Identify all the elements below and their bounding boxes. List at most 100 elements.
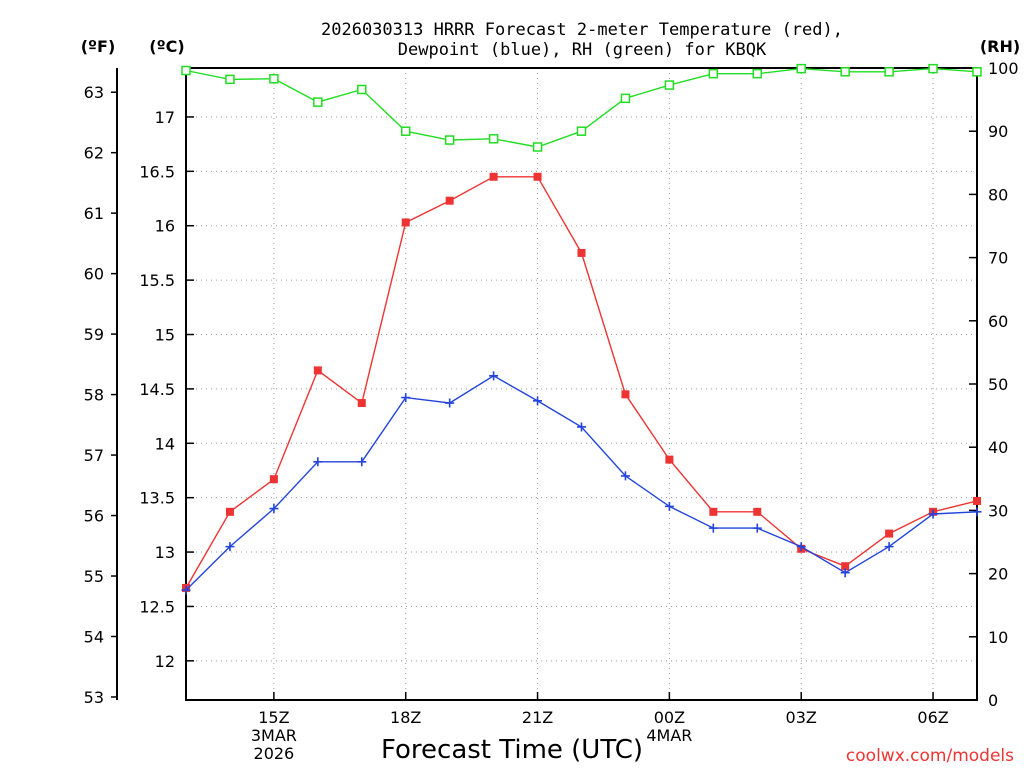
axes <box>116 67 978 701</box>
x-tick-label: 21Z <box>522 708 553 727</box>
rh-point <box>752 68 763 79</box>
temperature-point <box>401 218 410 227</box>
rh-point <box>400 126 411 136</box>
dewpoint-series <box>181 371 982 595</box>
dewpoint-point <box>664 501 674 511</box>
x-tick-sublabel: 2026 <box>254 744 295 763</box>
temperature-point <box>665 455 674 464</box>
dewpoint-point <box>181 585 191 595</box>
rh-point <box>796 63 806 74</box>
temperature-point <box>533 172 542 181</box>
x-tick-label: 18Z <box>390 708 421 727</box>
dewpoint-point <box>401 393 411 403</box>
x-tick-label: 03Z <box>786 708 817 727</box>
rh-tick-label: 40 <box>988 438 1008 457</box>
x-tick-sublabel: 3MAR <box>251 726 297 745</box>
temperature-point <box>709 507 718 516</box>
celsius-tick-label: 12.5 <box>139 597 175 616</box>
fahrenheit-tick-label: 62 <box>84 144 104 163</box>
watermark: coolwx.com/models <box>846 746 1014 766</box>
grid-lines <box>186 68 977 700</box>
rh-point <box>972 67 982 77</box>
x-tick-sublabel: 4MAR <box>646 726 692 745</box>
rh-point <box>840 67 850 77</box>
plot-frame <box>185 67 978 701</box>
rh-point <box>620 93 631 104</box>
rh-point <box>444 135 455 145</box>
rh-point <box>532 142 543 152</box>
fahrenheit-tick-label: 63 <box>84 83 104 102</box>
rh-point <box>225 74 235 85</box>
celsius-unit-label: (ºC) <box>149 37 184 56</box>
rh-tick-label: 80 <box>988 185 1008 204</box>
rh-point <box>708 68 719 79</box>
celsius-tick-label: 15 <box>155 326 175 345</box>
temperature-point <box>753 507 762 516</box>
celsius-tick-label: 16.5 <box>139 162 175 181</box>
celsius-tick-label: 14 <box>155 434 175 453</box>
rh-tick-label: 0 <box>988 691 998 710</box>
rh-point <box>313 97 323 107</box>
dewpoint-point <box>884 542 894 552</box>
dewpoint-point <box>620 471 630 481</box>
x-tick-label: 15Z <box>258 708 289 727</box>
rh-point <box>928 63 938 74</box>
celsius-tick-label: 13.5 <box>139 489 175 508</box>
temperature-point <box>269 475 278 484</box>
dewpoint-point <box>840 568 850 578</box>
fahrenheit-tick-label: 57 <box>84 446 104 465</box>
dewpoint-point <box>357 457 367 467</box>
dewpoint-line <box>185 374 978 591</box>
rh-series <box>181 63 982 152</box>
fahrenheit-unit-label: (ºF) <box>81 37 116 56</box>
celsius-tick-label: 16 <box>155 217 175 236</box>
chart-text: 2026030313 HRRR Forecast 2-meter Tempera… <box>81 20 1020 766</box>
fahrenheit-tick-label: 60 <box>84 265 104 284</box>
fahrenheit-tick-label: 54 <box>84 627 104 646</box>
rh-tick-label: 30 <box>988 501 1008 520</box>
data-series <box>181 63 982 595</box>
dewpoint-point <box>928 509 938 519</box>
temperature-point <box>885 529 894 538</box>
rh-unit-label: (RH) <box>980 37 1020 56</box>
rh-point <box>664 80 675 90</box>
celsius-tick-label: 12 <box>155 652 175 671</box>
dewpoint-point <box>577 422 586 432</box>
rh-tick-label: 20 <box>988 565 1008 584</box>
temperature-point <box>313 366 322 375</box>
dewpoint-point <box>972 507 982 517</box>
dewpoint-point <box>313 457 323 467</box>
temperature-series <box>182 172 981 592</box>
x-axis-label: Forecast Time (UTC) <box>381 735 643 765</box>
dewpoint-point <box>796 542 806 552</box>
rh-tick-label: 70 <box>988 249 1008 268</box>
dewpoint-point <box>708 523 718 533</box>
rh-tick-label: 60 <box>988 312 1008 331</box>
celsius-tick-label: 13 <box>155 543 175 562</box>
temperature-point <box>577 248 586 257</box>
fahrenheit-tick-label: 61 <box>84 204 104 223</box>
temperature-point <box>357 399 366 408</box>
fahrenheit-tick-label: 58 <box>84 386 104 405</box>
fahrenheit-tick-label: 55 <box>84 567 104 586</box>
temperature-point <box>225 507 234 516</box>
rh-point <box>576 126 587 136</box>
fahrenheit-tick-label: 53 <box>84 688 104 707</box>
rh-point <box>269 73 279 84</box>
rh-point <box>181 65 191 76</box>
temperature-point <box>841 562 850 571</box>
rh-point <box>357 84 367 95</box>
celsius-tick-label: 14.5 <box>139 380 175 399</box>
celsius-tick-label: 17 <box>155 108 175 127</box>
celsius-tick-label: 15.5 <box>139 271 175 290</box>
rh-point <box>488 134 499 144</box>
temperature-line <box>185 176 978 589</box>
dewpoint-point <box>752 523 762 533</box>
chart-title-line-1: 2026030313 HRRR Forecast 2-meter Tempera… <box>321 20 843 40</box>
dewpoint-point <box>225 542 235 552</box>
fahrenheit-tick-label: 59 <box>84 325 104 344</box>
fahrenheit-tick-label: 56 <box>84 507 104 526</box>
rh-tick-label: 100 <box>988 59 1019 78</box>
